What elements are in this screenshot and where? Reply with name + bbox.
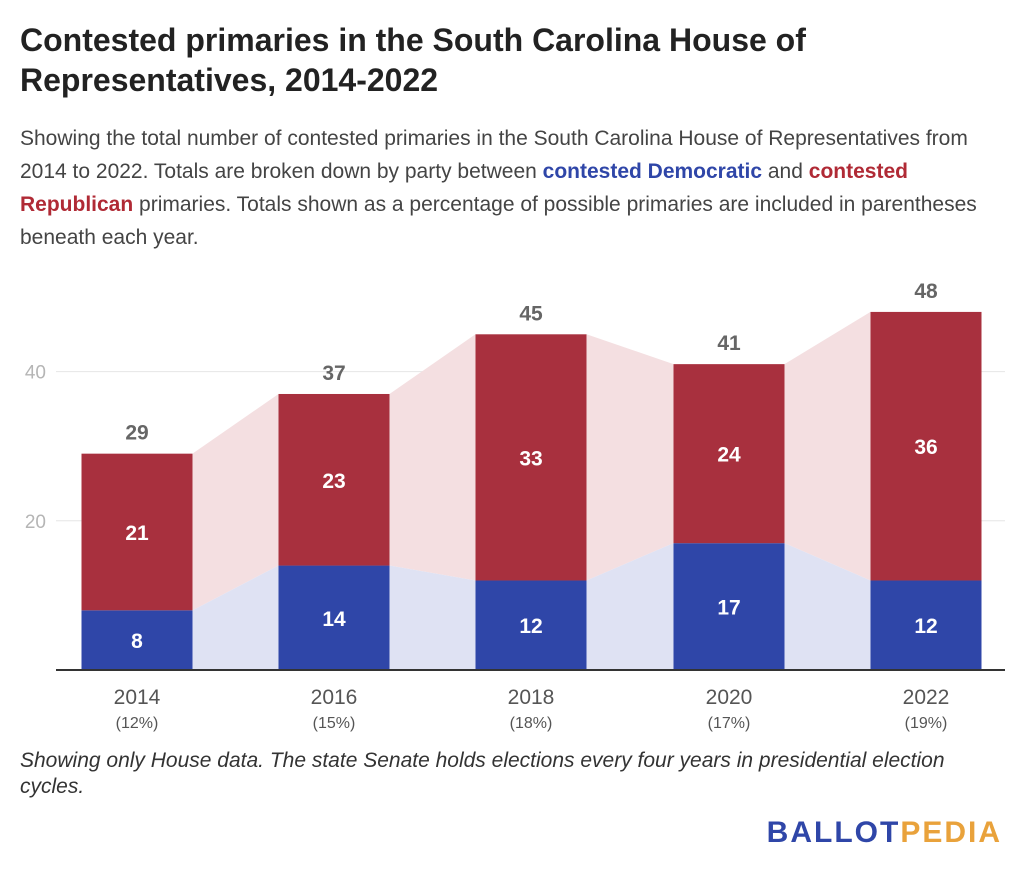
data-label-total: 41 [717,332,741,355]
stacked-bar-chart: 20 40 8 21 29 2014 (12%) 14 23 37 2016 (15%) 12 33 45 2… [25,280,1005,732]
data-label-republican: 36 [914,436,937,459]
bar-republican [278,393,390,566]
bar-republican [870,311,982,581]
logo-ballot: BALLOT [766,816,901,849]
y-tick-label: 40 [25,363,46,384]
ballotpedia-logo: BALLOTPEDIA [767,816,1002,850]
chart-subtitle: Showing the total number of contested pr… [20,122,1000,254]
data-label-total: 48 [914,280,938,303]
republican-connector-area [389,334,476,581]
bar-republican [673,364,785,544]
subtitle-text-3: primaries. Totals shown as a percentage … [20,193,977,249]
logo-pedia: PEDIA [900,816,1002,849]
bar-republican [81,453,193,611]
republican-connector-area [784,311,871,581]
x-tick-sublabel: (17%) [708,715,751,732]
x-tick-label: 2014 [114,686,161,709]
data-label-republican: 24 [717,444,741,467]
data-label-total: 29 [125,422,148,445]
bar-democratic [673,543,785,670]
bar-democratic [278,565,390,670]
subtitle-text-1: Showing the total number of contested pr… [20,127,968,183]
data-label-democratic: 14 [322,608,346,631]
x-tick-label: 2022 [903,686,950,709]
data-label-democratic: 17 [717,597,740,620]
bar-democratic [81,610,193,670]
x-tick-label: 2018 [508,686,555,709]
data-label-total: 37 [322,362,345,385]
data-label-total: 45 [519,302,543,325]
x-tick-sublabel: (12%) [116,715,159,732]
data-label-republican: 33 [519,447,542,470]
republican-connector-area [586,334,674,581]
democratic-connector-area [389,565,476,670]
democratic-connector-area [784,543,871,670]
data-label-democratic: 12 [519,615,542,638]
footnote: Showing only House data. The state Senat… [20,749,945,798]
data-label-republican: 21 [125,522,149,545]
data-label-republican: 23 [322,470,345,493]
subtitle-democratic-highlight: contested Democratic [542,160,763,183]
democratic-connector-area [192,565,279,670]
x-tick-sublabel: (19%) [905,715,948,732]
x-tick-label: 2016 [311,686,358,709]
republican-connector-area [192,393,279,611]
democratic-connector-area [586,543,674,670]
chart-title: Contested primaries in the South Carolin… [20,22,806,98]
subtitle-republican-highlight: contested Republican [20,160,908,216]
x-tick-sublabel: (15%) [313,715,356,732]
data-label-democratic: 12 [914,615,937,638]
bar-democratic [870,580,982,670]
x-tick-sublabel: (18%) [510,715,553,732]
x-tick-label: 2020 [706,686,753,709]
bar-democratic [475,580,587,670]
data-label-democratic: 8 [131,630,143,653]
y-tick-label: 20 [25,512,46,533]
bar-republican [475,334,587,581]
subtitle-text-2: and [762,160,809,183]
